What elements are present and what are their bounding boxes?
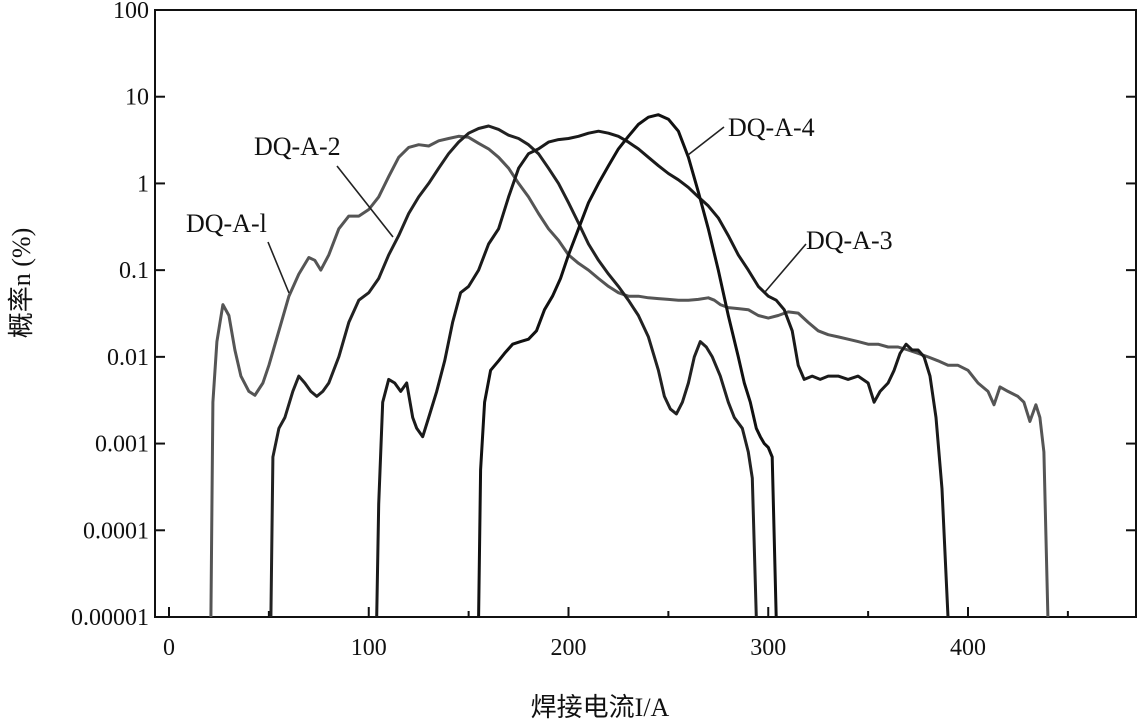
leader-line-dq-a-2 <box>336 165 394 238</box>
x-tick-label: 300 <box>750 635 786 661</box>
series-label-dq-a-3: DQ-A-3 <box>806 226 893 255</box>
x-tick-label: 200 <box>551 635 587 661</box>
series-line-dq-a-3 <box>375 129 950 618</box>
series-labels: DQ-A-l DQ-A-2 DQ-A-3 DQ-A-4 <box>186 113 893 294</box>
series-label-dq-a-2: DQ-A-2 <box>254 132 341 161</box>
series-label-dq-a-l: DQ-A-l <box>186 209 267 238</box>
y-tick-label: 100 <box>113 0 149 24</box>
series-line-dq-a-2 <box>269 124 758 618</box>
x-tick-label: 100 <box>351 635 387 661</box>
y-tick-label: 0.01 <box>107 345 149 371</box>
y-tick-label: 0.1 <box>119 258 149 284</box>
plot-frame <box>154 9 1137 618</box>
series-layer <box>209 113 1050 618</box>
series-line-dq-a-l <box>209 134 1050 618</box>
y-axis-label: 概率n (%) <box>7 228 36 338</box>
x-axis-ticks: 0 100 200 300 400 <box>163 607 1069 661</box>
x-tick-label: 0 <box>163 635 175 661</box>
x-tick-label: 400 <box>950 635 986 661</box>
x-axis-label: 焊接电流I/A <box>531 693 670 722</box>
leader-line-dq-a-l <box>267 241 290 294</box>
series-label-dq-a-4: DQ-A-4 <box>728 113 815 142</box>
y-tick-label: 1 <box>137 171 149 197</box>
y-tick-label: 0.00001 <box>71 605 149 631</box>
leader-line-dq-a-3 <box>764 243 807 293</box>
series-line-dq-a-4 <box>477 113 778 618</box>
y-tick-label: 0.0001 <box>83 518 149 544</box>
y-tick-label: 0.001 <box>95 432 149 458</box>
y-axis-ticks: 100 10 1 0.1 0.01 0.001 0.0001 0.00001 <box>71 0 1136 631</box>
y-tick-label: 10 <box>125 85 149 111</box>
leader-line-dq-a-4 <box>687 126 725 156</box>
plot-border <box>154 9 1137 618</box>
